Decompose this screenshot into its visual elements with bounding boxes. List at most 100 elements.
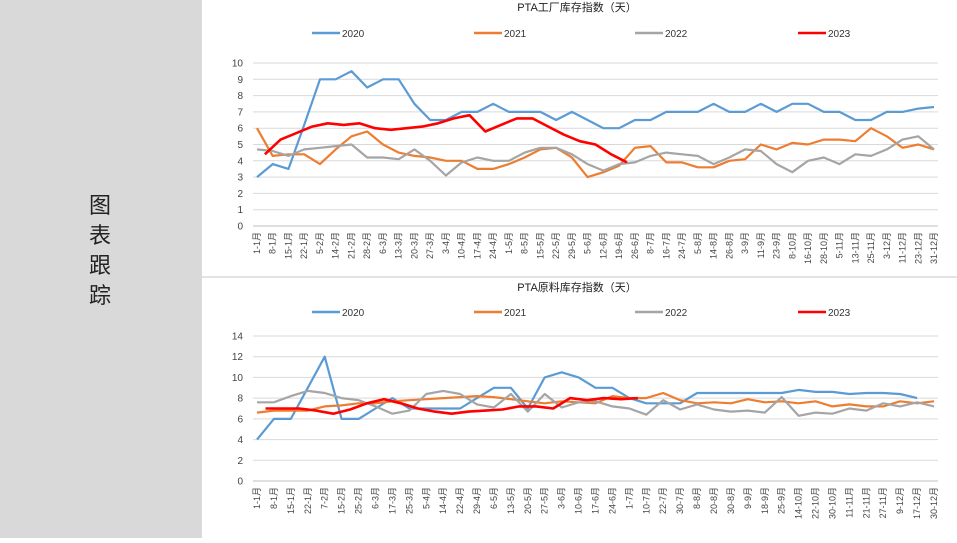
x-tick-label: 23-12月 (913, 232, 923, 264)
y-tick-label: 4 (237, 435, 243, 446)
x-tick-label: 22-10月 (811, 487, 821, 519)
x-tick-label: 10-7月 (641, 487, 651, 514)
chart-title: PTA原料库存指数（天） (517, 280, 637, 294)
x-tick-label: 22-5月 (551, 232, 561, 259)
y-tick-label: 8 (237, 394, 243, 405)
chart-title: PTA工厂库存指数（天） (517, 0, 637, 14)
x-tick-label: 21-2月 (346, 232, 356, 259)
x-tick-label: 11-11月 (844, 487, 854, 518)
x-tick-label: 5-8月 (693, 232, 703, 254)
x-tick-label: 8-7月 (646, 232, 656, 254)
series-line-2020 (256, 70, 935, 178)
x-tick-label: 28-2月 (362, 232, 372, 259)
x-tick-label: 22-4月 (455, 487, 465, 514)
legend-label-2021: 2021 (504, 29, 527, 40)
x-tick-label: 25-11月 (866, 232, 876, 263)
x-tick-label: 23-9月 (772, 232, 782, 259)
x-tick-label: 14-4月 (438, 487, 448, 514)
x-tick-label: 8-5月 (520, 232, 530, 254)
x-tick-label: 29-4月 (472, 487, 482, 514)
x-tick-label: 6-5月 (489, 487, 499, 509)
x-tick-label: 30-12月 (929, 487, 939, 519)
legend-label-2023: 2023 (828, 29, 851, 40)
side-title-char: 跟 (88, 254, 111, 279)
y-tick-label: 4 (237, 156, 243, 167)
x-tick-label: 22-1月 (303, 487, 313, 514)
y-tick-label: 1 (237, 205, 243, 216)
side-title-char: 图 (88, 194, 111, 219)
y-tick-label: 10 (232, 59, 244, 70)
x-tick-label: 16-10月 (803, 232, 813, 264)
x-tick-label: 20-5月 (523, 487, 533, 514)
x-tick-label: 18-9月 (760, 487, 770, 514)
x-tick-label: 12-6月 (598, 232, 608, 259)
x-tick-label: 3-12月 (882, 232, 892, 259)
x-tick-label: 22-7月 (658, 487, 668, 514)
legend-label-2022: 2022 (665, 29, 688, 40)
x-tick-label: 1-1月 (252, 487, 262, 509)
y-tick-label: 8 (237, 91, 243, 102)
x-tick-label: 8-8月 (692, 487, 702, 509)
series-line-2021 (256, 127, 935, 179)
x-tick-label: 5-2月 (315, 232, 325, 254)
x-tick-label: 31-12月 (929, 232, 939, 264)
x-tick-label: 8-10月 (787, 232, 797, 259)
x-tick-label: 25-9月 (777, 487, 787, 514)
x-tick-label: 21-11月 (861, 487, 871, 518)
pta-factory-inventory-chart-panel: PTA工厂库存指数（天） 2020 2021 2022 2023 0 1 2 3 4 5 6 7 8 9 10… (202, 0, 957, 276)
x-tick-label: 1-5月 (504, 232, 514, 254)
x-tick-label: 26-6月 (630, 232, 640, 259)
x-tick-label: 25-3月 (404, 487, 414, 514)
x-tick-label: 17-3月 (387, 487, 397, 514)
x-tick-label: 15-1月 (286, 487, 296, 514)
x-tick-label: 5-6月 (583, 232, 593, 254)
x-tick-label: 14-8月 (709, 232, 719, 259)
x-tick-label: 13-3月 (394, 232, 404, 259)
x-tick-label: 17-12月 (912, 487, 922, 519)
x-tick-label: 3-6月 (557, 487, 567, 509)
y-tick-label: 6 (237, 124, 243, 135)
x-tick-label: 27-3月 (425, 232, 435, 259)
x-tick-label: 24-4月 (488, 232, 498, 259)
y-tick-label: 9 (237, 75, 243, 86)
x-tick-label: 15-2月 (337, 487, 347, 514)
x-tick-label: 19-6月 (614, 232, 624, 259)
series-line-2021 (256, 391, 935, 414)
x-tick-label: 6-3月 (370, 487, 380, 509)
x-tick-label: 16-7月 (661, 232, 671, 259)
x-tick-label: 5-4月 (421, 487, 431, 509)
x-tick-label: 11-9月 (756, 232, 766, 258)
x-tick-label: 30-10月 (827, 487, 837, 519)
legend-label-2020: 2020 (342, 29, 365, 40)
pta-raw-material-inventory-chart-panel: PTA原料库存指数（天） 2020 2021 2022 2023 0 2 4 6 8 10 12 14 1… (202, 278, 957, 538)
x-tick-label: 14-2月 (331, 232, 341, 259)
legend-label-2020: 2020 (342, 308, 365, 319)
x-tick-label: 1-7月 (624, 487, 634, 509)
chart-divider (202, 276, 957, 278)
x-tick-label: 20-3月 (409, 232, 419, 259)
x-tick-label: 24-7月 (677, 232, 687, 259)
x-tick-label: 30-8月 (726, 487, 736, 514)
legend-label-2023: 2023 (828, 308, 851, 319)
y-tick-label: 0 (237, 477, 243, 488)
y-tick-label: 7 (237, 107, 243, 118)
x-tick-label: 29-5月 (567, 232, 577, 259)
y-tick-label: 3 (237, 173, 243, 184)
x-tick-label: 28-10月 (819, 232, 829, 264)
pta-factory-inventory-chart: PTA工厂库存指数（天） 2020 2021 2022 2023 0 1 2 3 4 5 6 7 8 9 10… (232, 0, 939, 264)
side-title: 图 表 跟 踪 (86, 192, 114, 312)
x-tick-label: 8-1月 (269, 487, 279, 509)
x-tick-label: 1-1月 (252, 232, 262, 254)
legend-label-2021: 2021 (504, 308, 527, 319)
y-tick-label: 12 (232, 352, 244, 363)
x-tick-label: 20-8月 (709, 487, 719, 514)
x-tick-label: 27-11月 (878, 487, 888, 518)
x-tick-label: 22-1月 (299, 232, 309, 259)
x-tick-label: 17-4月 (472, 232, 482, 259)
side-panel: 图 表 跟 踪 (0, 0, 202, 538)
x-tick-label: 17-6月 (591, 487, 601, 514)
series-line-2020 (256, 355, 918, 441)
x-tick-label: 3-9月 (740, 232, 750, 254)
y-tick-label: 0 (237, 222, 243, 233)
pta-raw-material-inventory-chart: PTA原料库存指数（天） 2020 2021 2022 2023 0 2 4 6 8 10 12 14 1… (232, 280, 939, 519)
